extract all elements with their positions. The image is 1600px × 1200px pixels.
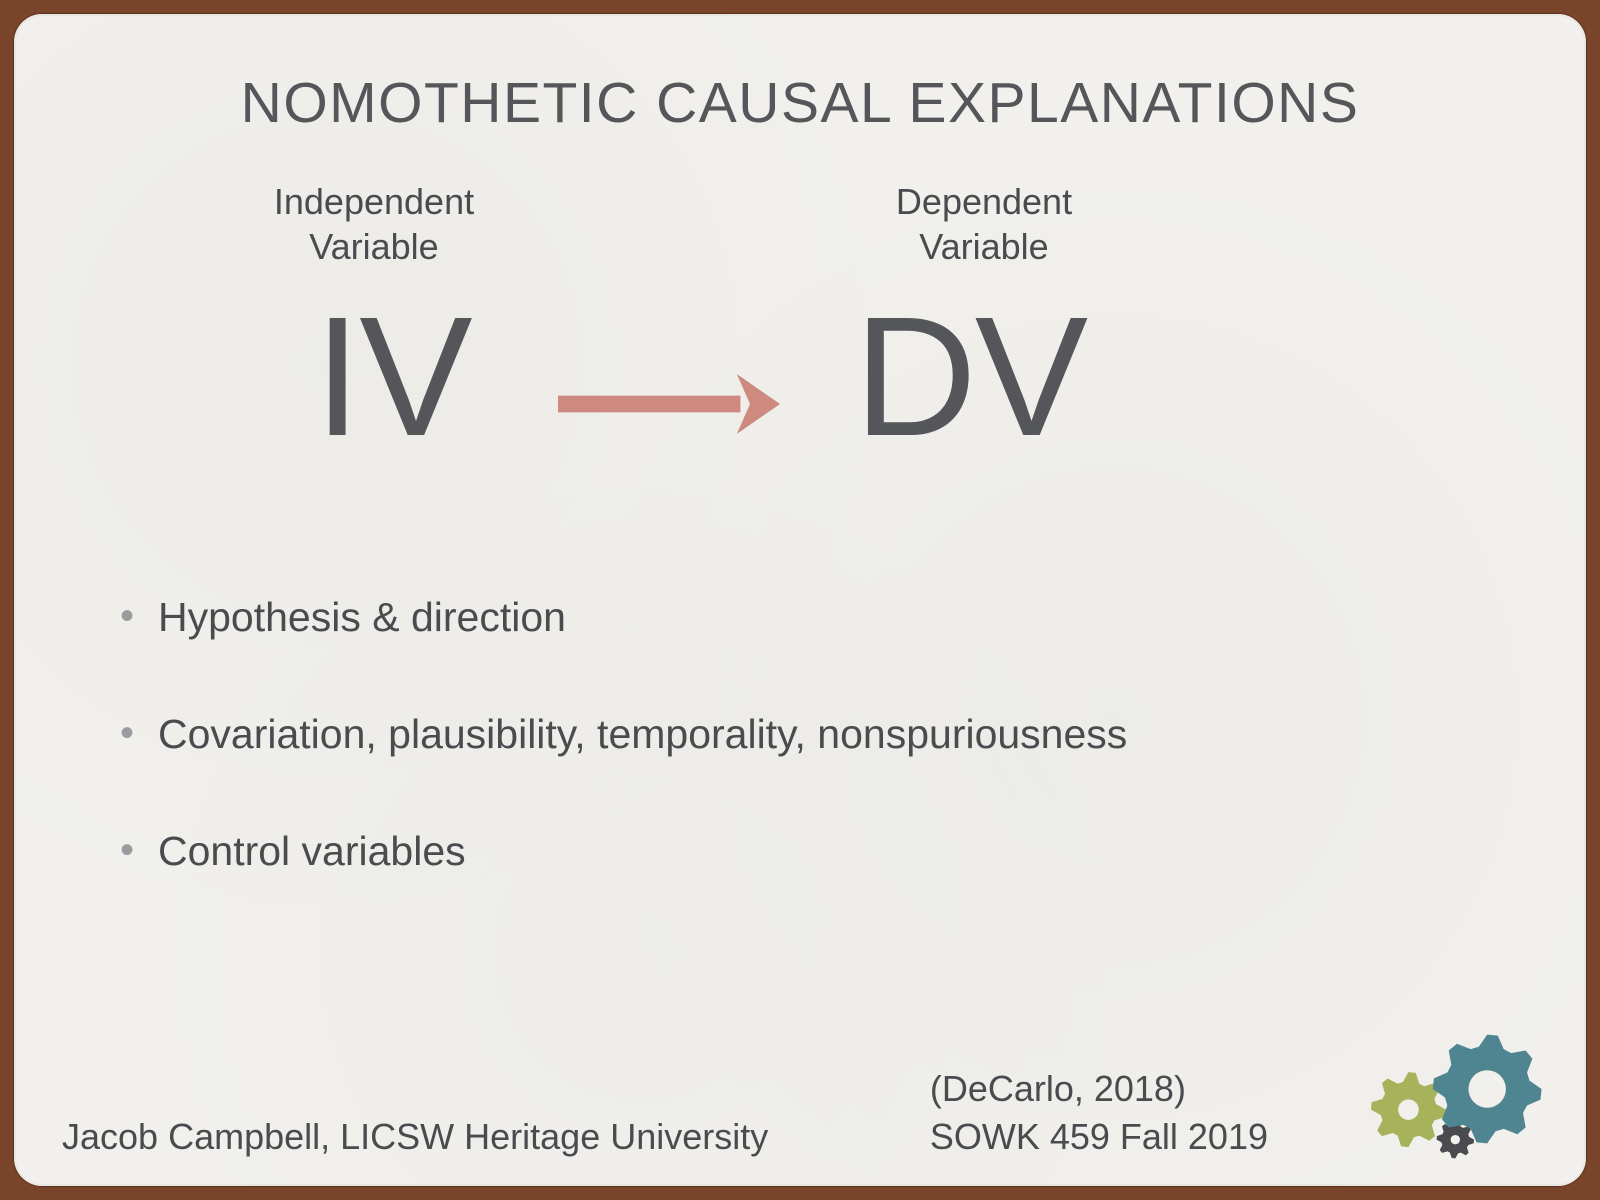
arrow-icon — [484, 374, 854, 434]
outer-frame: NOMOTHETIC CAUSAL EXPLANATIONS Independe… — [0, 0, 1600, 1200]
footer-author: Jacob Campbell, LICSW Heritage Universit… — [62, 1116, 768, 1158]
iv-big-text: IV — [314, 292, 471, 462]
gears-icon — [1340, 1014, 1550, 1164]
dv-big-text: DV — [854, 292, 1086, 462]
bullet-list: Hypothesis & direction Covariation, plaus… — [114, 594, 1486, 945]
bullet-item: Hypothesis & direction — [114, 594, 1486, 641]
bullet-item: Covariation, plausibility, temporality, … — [114, 711, 1486, 758]
bullet-item: Control variables — [114, 828, 1486, 875]
iv-label: IndependentVariable — [224, 179, 524, 269]
footer-right: (DeCarlo, 2018) SOWK 459 Fall 2019 — [930, 1068, 1268, 1158]
slide-title: NOMOTHETIC CAUSAL EXPLANATIONS — [14, 70, 1586, 136]
footer-citation: (DeCarlo, 2018) — [930, 1068, 1268, 1110]
slide: NOMOTHETIC CAUSAL EXPLANATIONS Independe… — [14, 14, 1586, 1186]
dv-label: DependentVariable — [834, 179, 1134, 269]
footer-course: SOWK 459 Fall 2019 — [930, 1116, 1268, 1157]
